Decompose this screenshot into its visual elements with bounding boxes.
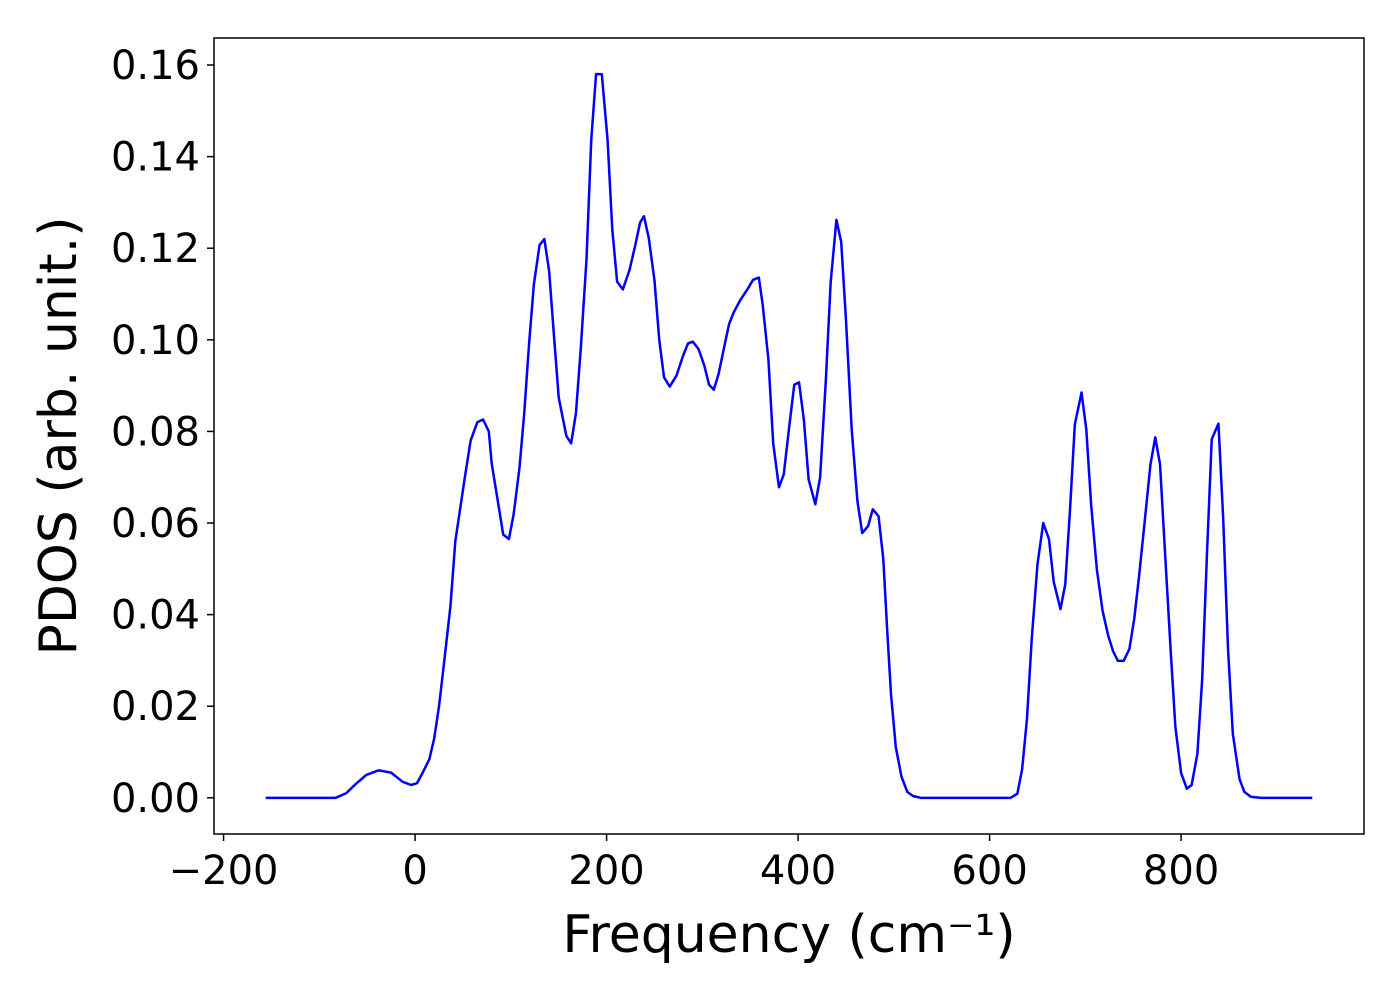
y-tick-label: 0.10 [111, 318, 200, 364]
y-tick-label: 0.12 [111, 226, 200, 272]
y-tick-label: 0.06 [111, 501, 200, 547]
y-tick-label: 0.00 [111, 776, 200, 822]
y-tick-label: 0.16 [111, 43, 200, 89]
x-tick-label: 600 [951, 848, 1027, 894]
y-tick-label: 0.08 [111, 409, 200, 455]
data-line [265, 72, 1313, 800]
y-tick-label: 0.14 [111, 135, 200, 181]
y-tick-label: 0.02 [111, 684, 200, 730]
x-axis-label: Frequency (cm⁻¹) [562, 905, 1015, 965]
x-tick-label: −200 [169, 848, 279, 894]
plot-frame [213, 37, 1365, 835]
x-tick-label: 0 [402, 848, 427, 894]
x-tick-label: 400 [760, 848, 836, 894]
y-tick-label: 0.04 [111, 593, 200, 639]
x-tick-label: 800 [1143, 848, 1219, 894]
x-tick-label: 200 [568, 848, 644, 894]
y-axis-label: PDOS (arb. unit.) [29, 216, 89, 655]
